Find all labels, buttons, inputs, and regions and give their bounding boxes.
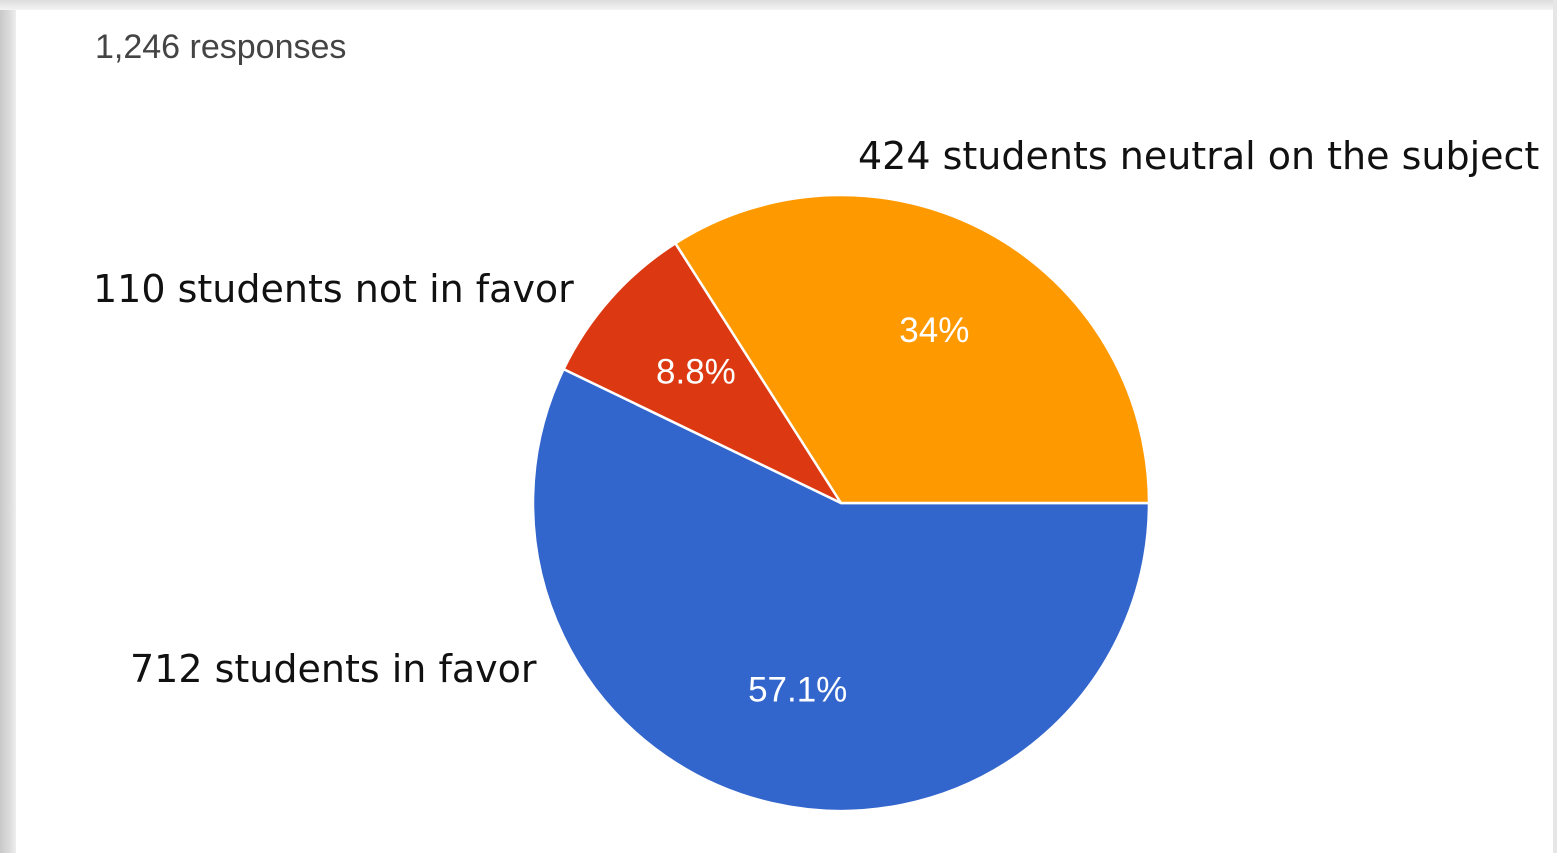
slice-label-neutral: 424 students neutral on the subject xyxy=(858,134,1540,178)
pie-percent-labels: 57.1% 8.8% 34% xyxy=(656,311,969,709)
pie-slices xyxy=(531,193,1151,813)
slice-label-not-in-favor: 110 students not in favor xyxy=(93,267,574,311)
pie-percent-label-not-in-favor: 8.8% xyxy=(656,352,736,391)
pie-slice-in-favor xyxy=(531,367,1151,813)
pie-percent-label-in-favor: 57.1% xyxy=(748,670,847,709)
pie-slice-neutral xyxy=(674,193,1151,505)
pie-slice-not-in-favor xyxy=(562,242,843,505)
pie-percent-label-neutral: 34% xyxy=(899,311,969,350)
left-frame-edge xyxy=(0,0,16,853)
slice-label-in-favor: 712 students in favor xyxy=(130,647,537,691)
top-frame-edge xyxy=(0,0,1557,10)
right-frame-edge xyxy=(1553,0,1557,853)
response-count: 1,246 responses xyxy=(95,28,347,66)
